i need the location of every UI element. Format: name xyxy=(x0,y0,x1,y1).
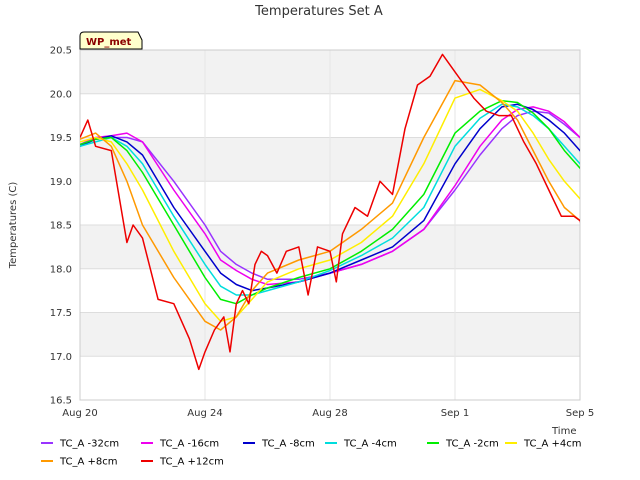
y-tick-label: 17.0 xyxy=(50,352,72,363)
x-axis-label: Time xyxy=(551,426,576,437)
x-tick-label: Aug 28 xyxy=(312,408,347,419)
legend-label: TC_A +4cm xyxy=(523,439,582,450)
y-tick-label: 18.0 xyxy=(50,264,72,275)
y-tick-label: 20.0 xyxy=(50,89,72,100)
series-line xyxy=(80,88,580,323)
series-line xyxy=(80,79,580,331)
plot-frame xyxy=(79,49,581,401)
series-line xyxy=(80,103,580,292)
y-tick-label: 18.5 xyxy=(50,221,72,232)
station-badge: WP_met xyxy=(79,31,143,50)
y-tick-label: 19.5 xyxy=(50,133,72,144)
x-tick-label: Sep 1 xyxy=(441,408,469,419)
x-tick-label: Sep 5 xyxy=(566,408,594,419)
y-tick-label: 20.5 xyxy=(50,46,72,57)
y-tick-label: 16.5 xyxy=(50,396,72,407)
legend-label: TC_A -4cm xyxy=(343,439,397,450)
legend-label: TC_A -32cm xyxy=(59,439,119,450)
legend-label: TC_A +8cm xyxy=(59,457,118,468)
x-tick-label: Aug 24 xyxy=(187,408,222,419)
y-tick-label: 17.5 xyxy=(50,308,72,319)
y-axis-ticks: 16.5 17.0 17.5 18.0 18.5 19.0 19.5 20.0 20.5 xyxy=(50,46,72,407)
y-axis-label: Temperatures (C) xyxy=(8,182,19,270)
series-line xyxy=(80,106,580,286)
y-tick-label: 19.0 xyxy=(50,177,72,188)
series-line xyxy=(80,99,580,305)
legend-label: TC_A -16cm xyxy=(159,439,219,450)
station-badge-label: WP_met xyxy=(86,37,132,48)
legend-label: TC_A +12cm xyxy=(159,457,224,468)
x-tick-label: Aug 20 xyxy=(62,408,97,419)
legend-label: TC_A -2cm xyxy=(445,439,499,450)
chart-title: Temperatures Set A xyxy=(254,4,383,19)
legend: TC_A -32cm TC_A -16cm TC_A -8cm TC_A -4cm TC… xyxy=(41,439,582,468)
series-line xyxy=(80,53,580,371)
legend-label: TC_A -8cm xyxy=(261,439,315,450)
series-lines xyxy=(80,53,580,371)
x-axis-ticks: Aug 20 Aug 24 Aug 28 Sep 1 Sep 5 xyxy=(62,408,594,419)
